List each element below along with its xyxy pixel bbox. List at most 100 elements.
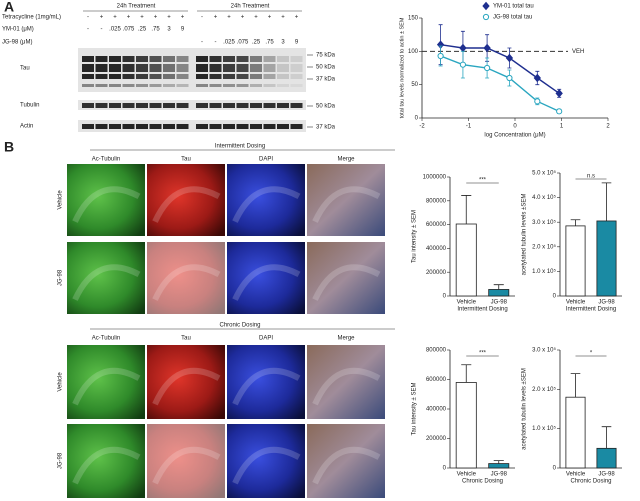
error-bar — [601, 182, 612, 221]
band — [223, 103, 235, 108]
marker — [555, 89, 563, 98]
bar — [488, 463, 510, 469]
y-tick-label: 0 — [443, 294, 447, 300]
band — [95, 124, 108, 129]
lane-label: .025 — [109, 27, 121, 33]
band — [163, 84, 175, 87]
blot-strip — [78, 100, 306, 110]
x-tick-label: Vehicle — [457, 472, 477, 478]
y-axis-title: Tau intensity ± SEM — [412, 383, 418, 436]
marker — [533, 73, 541, 83]
x-tick-label: JG-98 — [491, 472, 508, 478]
row-label: JG-98 — [58, 269, 64, 286]
section-title: Intermittent Dosing — [215, 144, 265, 150]
lane-label: + — [181, 15, 185, 21]
band — [277, 124, 289, 129]
band — [136, 103, 148, 108]
lane-label: .75 — [151, 27, 160, 33]
tissue-arc — [72, 264, 141, 301]
lane-label: + — [241, 15, 245, 21]
band — [149, 103, 162, 108]
band — [95, 64, 108, 72]
error-bar — [461, 195, 472, 225]
bar — [565, 225, 586, 297]
band — [176, 56, 189, 62]
band — [250, 124, 262, 129]
band — [223, 84, 235, 87]
micrograph — [67, 424, 145, 498]
lane-label: - — [201, 40, 203, 46]
section-title: Chronic Dosing — [219, 323, 260, 329]
column-header: Merge — [337, 157, 355, 163]
bar — [565, 396, 586, 469]
tissue-arc — [152, 367, 221, 406]
row-label: JG-98 (μM) — [2, 40, 32, 46]
band — [209, 56, 222, 62]
mw-marker: 37 kDa — [316, 77, 336, 83]
y-tick-label: 400000 — [426, 246, 447, 252]
lane-label: 9 — [181, 27, 185, 33]
band — [176, 124, 189, 129]
tissue-arc — [312, 446, 381, 485]
series-line — [440, 43, 560, 94]
y-tick-label: 150 — [408, 16, 419, 22]
band — [290, 84, 303, 87]
micrograph — [227, 242, 305, 314]
y-tick-label: 1.0 x 10⁵ — [532, 425, 556, 432]
band — [176, 103, 189, 108]
blot-label: Actin — [20, 124, 33, 130]
blot-strip — [78, 120, 306, 132]
mw-marker: 50 kDa — [316, 65, 336, 71]
band — [236, 84, 249, 87]
micrograph — [307, 242, 385, 314]
lane-label: 3 — [281, 40, 285, 46]
mw-marker: 75 kDa — [316, 53, 336, 59]
lane-label: - — [215, 40, 217, 46]
error-bar — [461, 364, 472, 383]
band — [163, 56, 175, 62]
band — [236, 64, 249, 72]
legend-marker — [482, 1, 490, 11]
band — [136, 64, 148, 72]
band — [250, 64, 262, 72]
y-tick-label: 200000 — [426, 436, 447, 442]
y-tick-label: 600000 — [426, 222, 447, 228]
x-tick-label: Vehicle — [566, 472, 586, 478]
band — [82, 56, 94, 62]
band — [82, 64, 94, 72]
y-tick-label: 3.0 x 10⁵ — [532, 347, 556, 354]
legend-label: YM-01 total tau — [493, 4, 534, 10]
y-tick-label: 4.0 x 10⁵ — [532, 194, 556, 201]
band — [290, 74, 303, 79]
significance-label: * — [590, 351, 593, 357]
band — [163, 74, 175, 79]
band — [250, 103, 262, 108]
micrograph — [307, 345, 385, 419]
lane-label: 9 — [295, 40, 299, 46]
band — [109, 64, 121, 72]
band — [196, 74, 208, 79]
x-tick-label: 0 — [513, 124, 517, 130]
column-header: Merge — [337, 336, 355, 342]
x-tick-label: Vehicle — [566, 300, 586, 306]
x-tick-label: 1 — [560, 124, 564, 130]
y-axis-title: acetylated tubulin levels ±SEM — [522, 194, 528, 276]
band — [250, 74, 262, 79]
x-tick-label: 2 — [606, 124, 610, 130]
y-tick-label: 50 — [411, 82, 418, 88]
y-tick-label: 2.0 x 10⁵ — [532, 243, 556, 250]
panel-label: A — [4, 0, 14, 15]
lane-label: - — [101, 27, 103, 33]
row-label: JG-98 — [58, 452, 64, 469]
band — [196, 84, 208, 87]
band — [196, 64, 208, 72]
band — [82, 84, 94, 87]
x-tick-label: JG-98 — [598, 300, 615, 306]
band — [95, 56, 108, 62]
column-header: DAPI — [259, 336, 273, 342]
micrograph — [67, 164, 145, 236]
column-header: Tau — [181, 157, 191, 163]
lane-label: + — [281, 15, 285, 21]
marker — [505, 53, 514, 63]
band — [149, 74, 162, 79]
